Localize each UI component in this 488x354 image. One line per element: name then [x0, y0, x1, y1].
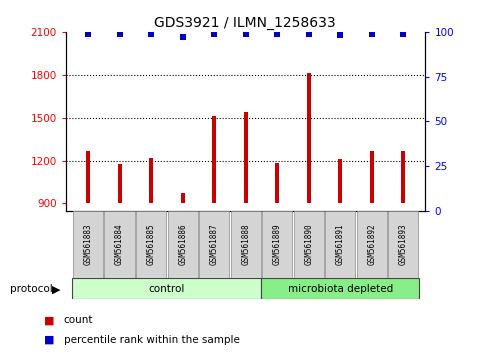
- Text: GSM561892: GSM561892: [366, 223, 376, 265]
- Bar: [338, 159, 342, 204]
- Point: [367, 31, 375, 36]
- Bar: [401, 150, 405, 204]
- Bar: [261, 278, 418, 299]
- Point: [242, 31, 249, 36]
- Bar: [73, 211, 103, 278]
- Bar: [369, 150, 373, 204]
- Bar: [244, 112, 247, 204]
- Bar: [262, 211, 292, 278]
- Bar: [199, 211, 229, 278]
- Text: protocol: protocol: [10, 284, 52, 294]
- Bar: [118, 164, 121, 204]
- Text: GSM561883: GSM561883: [83, 223, 92, 265]
- Text: GSM561890: GSM561890: [304, 223, 313, 265]
- Point: [304, 31, 312, 36]
- Text: GSM561885: GSM561885: [146, 223, 155, 265]
- Point: [210, 31, 218, 36]
- Bar: [325, 211, 355, 278]
- Text: GSM561884: GSM561884: [115, 223, 124, 265]
- Text: GSM561887: GSM561887: [209, 223, 218, 265]
- Bar: [293, 211, 323, 278]
- Point: [399, 31, 407, 36]
- Text: GSM561889: GSM561889: [272, 223, 281, 265]
- Text: GDS3921 / ILMN_1258633: GDS3921 / ILMN_1258633: [153, 16, 335, 30]
- Bar: [275, 164, 279, 204]
- Point: [147, 31, 155, 36]
- Bar: [72, 278, 261, 299]
- Text: ■: ■: [44, 335, 54, 345]
- Bar: [136, 211, 166, 278]
- Bar: [212, 116, 216, 204]
- Bar: [104, 211, 135, 278]
- Bar: [167, 211, 197, 278]
- Text: GSM561893: GSM561893: [398, 223, 407, 265]
- Text: microbiota depleted: microbiota depleted: [287, 284, 392, 293]
- Point: [336, 33, 344, 38]
- Text: percentile rank within the sample: percentile rank within the sample: [63, 335, 239, 345]
- Point: [84, 31, 92, 36]
- Text: GSM561891: GSM561891: [335, 223, 344, 265]
- Bar: [230, 211, 260, 278]
- Bar: [86, 150, 90, 204]
- Bar: [356, 211, 386, 278]
- Text: ■: ■: [44, 315, 54, 325]
- Point: [273, 31, 281, 36]
- Point: [116, 31, 123, 36]
- Text: GSM561888: GSM561888: [241, 223, 250, 265]
- Bar: [306, 73, 310, 204]
- Point: [179, 34, 186, 40]
- Text: count: count: [63, 315, 93, 325]
- Text: control: control: [148, 284, 185, 293]
- Text: ▶: ▶: [52, 284, 61, 294]
- Text: GSM561886: GSM561886: [178, 223, 187, 265]
- Bar: [387, 211, 418, 278]
- Bar: [181, 194, 184, 204]
- Bar: [149, 159, 153, 204]
